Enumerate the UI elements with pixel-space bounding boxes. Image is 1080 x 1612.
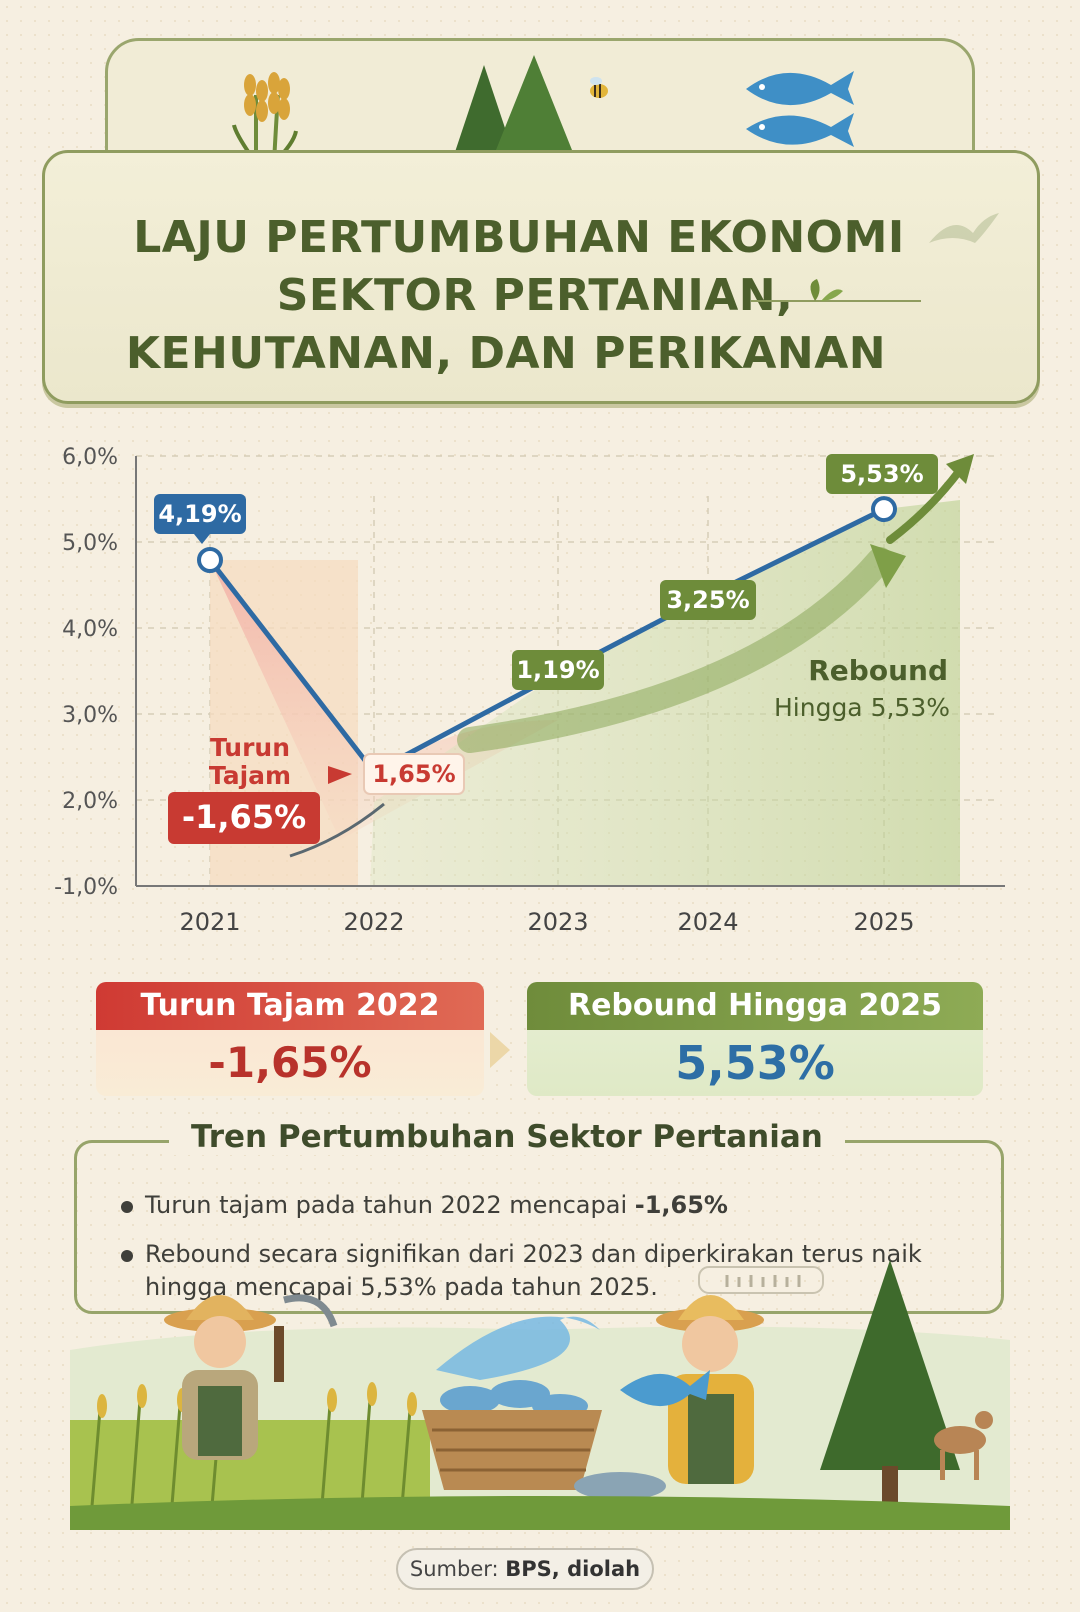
rebound-arrow-lower: [457, 547, 893, 753]
x-tick-label: 2025: [853, 908, 914, 936]
sprout-icon: [751, 279, 921, 302]
growth-line-chart: 6,0% 5,0% 4,0% 3,0% 2,0% -1,0% 2021 2022 2023 202…: [54, 445, 1005, 936]
source-value: BPS, diolah: [505, 1557, 641, 1581]
x-tick-label: 2024: [677, 908, 738, 936]
summary-decline-title: Turun Tajam 2022: [96, 982, 484, 1030]
trend-bullet-2: Rebound secara signifikan dari 2023 dan …: [121, 1238, 991, 1304]
annotation-rebound-label: Rebound: [808, 654, 948, 687]
bee-icon: [590, 77, 608, 98]
y-tick-label: 4,0%: [62, 617, 118, 642]
data-label-2022: 1,65%: [372, 760, 455, 788]
data-label-2023-bg: [512, 650, 604, 690]
data-label-2025-bg: [826, 454, 938, 494]
footer-illustration: [70, 1260, 1010, 1531]
fisherman: [620, 1295, 764, 1484]
summary-rebound-title: Rebound Hingga 2025: [527, 982, 983, 1030]
y-tick-label: 6,0%: [62, 445, 118, 470]
data-label-2021-pointer: [194, 534, 210, 544]
data-label-2021-bg: [154, 494, 246, 534]
summary-decline-card: Turun Tajam 2022 -1,65%: [96, 982, 484, 1096]
annotation-drop-value: -1,65%: [182, 798, 306, 836]
trend-bullet-1-text: Turun tajam pada tahun 2022 mencapai: [145, 1191, 635, 1219]
fish-basket: [422, 1316, 666, 1500]
summary-arrow-icon: [490, 1032, 510, 1068]
x-tick-label: 2023: [527, 908, 588, 936]
rebound-arrowhead-lower: [870, 544, 906, 588]
data-point: [197, 547, 223, 573]
data-label-2021: 4,19%: [158, 500, 241, 528]
y-tick-label: 3,0%: [62, 703, 118, 728]
data-label-2022-bg: [364, 754, 464, 794]
source-label: Sumber:: [409, 1557, 499, 1581]
summary-decline-value: -1,65%: [208, 1038, 372, 1087]
header-title-card: LAJU PERTUMBUHAN EKONOMI SEKTOR PERTANIA…: [42, 150, 1040, 404]
farmer-with-sickle: [164, 1294, 338, 1460]
annotation-drop-badge: [168, 792, 320, 844]
data-label-2024: 3,25%: [666, 586, 749, 614]
trend-bullet-1: Turun tajam pada tahun 2022 mencapai -1,…: [121, 1189, 991, 1222]
summary-rebound-card: Rebound Hingga 2025 5,53%: [527, 982, 983, 1096]
rebound-arrowhead-upper: [946, 454, 974, 484]
deer-icon: [934, 1411, 993, 1480]
annotation-drop-line-2: Tajam: [209, 761, 291, 790]
annotation-rebound-sub: Hingga 5,53%: [774, 693, 950, 722]
source-badge: Sumber: BPS, diolah: [396, 1548, 654, 1590]
trend-box: Tren Pertumbuhan Sektor Pertanian Turun …: [74, 1119, 1004, 1314]
wheat-icon: [232, 72, 298, 165]
page-title: LAJU PERTUMBUHAN EKONOMI SEKTOR PERTANIA…: [105, 209, 945, 383]
x-tick-label: 2021: [179, 908, 240, 936]
annotation-drop-line-1: Turun: [210, 733, 290, 762]
title-line-1: LAJU PERTUMBUHAN EKONOMI: [133, 212, 905, 263]
data-label-2023: 1,19%: [516, 656, 599, 684]
chart-labels: 4,19% 1,65% 1,19% 3,25% 5,53%: [154, 454, 938, 795]
y-tick-label: 5,0%: [62, 531, 118, 556]
trend-title: Tren Pertumbuhan Sektor Pertanian: [169, 1119, 845, 1155]
y-tick-label: -1,0%: [54, 875, 118, 900]
data-label-2022-border: [363, 753, 465, 795]
trend-list: Turun tajam pada tahun 2022 mencapai -1,…: [121, 1189, 991, 1320]
title-line-2: SEKTOR PERTANIAN,: [276, 270, 794, 321]
summary-rebound-value: 5,53%: [675, 1036, 835, 1090]
x-tick-label: 2022: [343, 908, 404, 936]
y-tick-label: 2,0%: [62, 789, 118, 814]
ruler-icon: [698, 1266, 824, 1294]
tail-line: [289, 802, 385, 858]
title-line-3: KEHUTANAN, DAN PERIKANAN: [125, 328, 887, 379]
rebound-arrow-upper: [886, 466, 964, 544]
chart-axes: 6,0% 5,0% 4,0% 3,0% 2,0% -1,0% 2021 2022 2023 202…: [54, 445, 1005, 936]
data-label-2024-bg: [660, 580, 756, 620]
data-label-2022-pointer: [328, 766, 352, 784]
bird-icon: [929, 213, 999, 243]
pine-tree: [820, 1260, 960, 1506]
data-label-2025: 5,53%: [840, 460, 923, 488]
trend-bullet-1-value: -1,65%: [634, 1191, 728, 1219]
data-point: [871, 496, 897, 523]
